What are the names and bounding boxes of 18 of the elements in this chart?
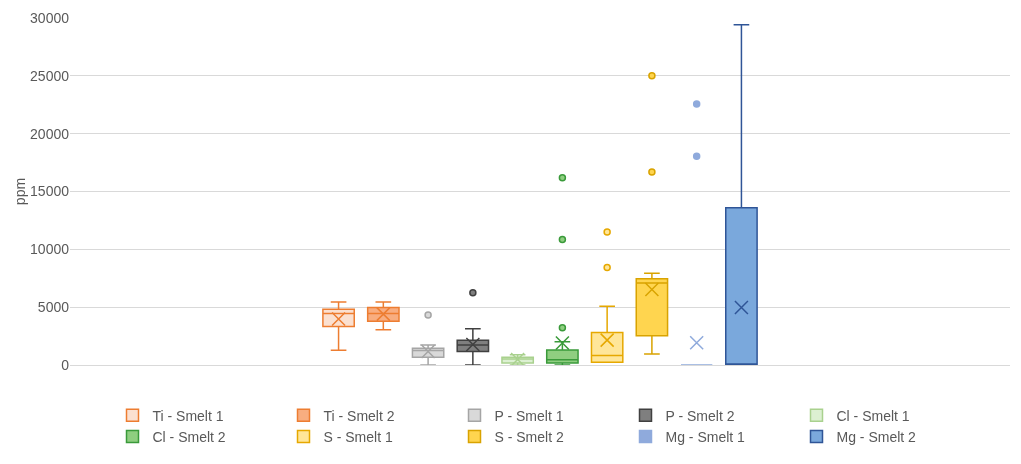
legend-label: Cl - Smelt 1 [836, 407, 910, 424]
legend-label: Mg - Smelt 2 [836, 428, 917, 445]
y-tick-label: 0 [61, 356, 70, 373]
legend-label: P - Smelt 2 [665, 407, 735, 424]
legend-label: Mg - Smelt 1 [665, 428, 746, 445]
legend-label: Ti - Smelt 2 [323, 407, 395, 424]
y-tick-label: 15000 [30, 183, 70, 200]
legend-label: Cl - Smelt 2 [152, 428, 226, 445]
y-axis-title: ppm [12, 177, 29, 206]
legend-label: S - Smelt 2 [494, 428, 564, 445]
y-tick-label: 5000 [37, 299, 70, 316]
y-tick-label: 20000 [30, 125, 70, 142]
y-tick-label: 25000 [30, 67, 70, 84]
y-tick-label: 30000 [30, 9, 70, 26]
legend-label: S - Smelt 1 [323, 428, 393, 445]
y-tick-label: 10000 [30, 241, 70, 258]
legend-label: P - Smelt 1 [494, 407, 564, 424]
legend-label: Ti - Smelt 1 [152, 407, 224, 424]
